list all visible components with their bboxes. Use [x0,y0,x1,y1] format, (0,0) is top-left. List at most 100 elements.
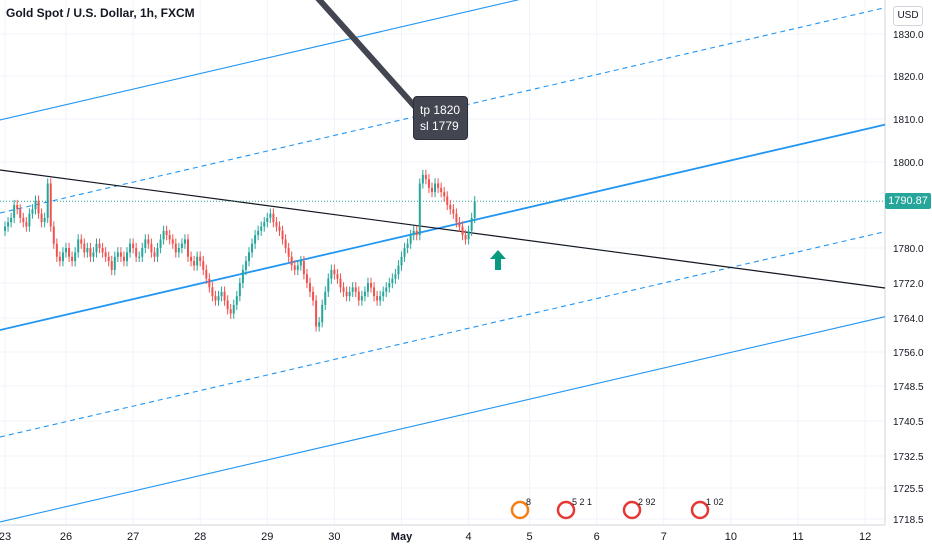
currency-button[interactable]: USD [893,6,923,26]
candle-body[interactable] [89,248,92,257]
candle-body[interactable] [248,252,250,262]
candle-body[interactable] [180,243,183,248]
candle-body[interactable] [183,239,186,244]
event-marker[interactable]: 1 02 [690,497,724,520]
candle-body[interactable] [101,248,104,253]
candle-body[interactable] [321,304,324,323]
candle-body[interactable] [287,248,290,257]
candle-body[interactable] [37,200,40,214]
candle-body[interactable] [373,287,376,297]
candle-body[interactable] [403,248,406,257]
candle-body[interactable] [449,205,452,210]
candle-body[interactable] [427,179,430,188]
candle-body[interactable] [116,252,119,257]
candle-body[interactable] [336,274,339,279]
candle-body[interactable] [211,287,214,297]
candle-body[interactable] [360,296,363,301]
candle-body[interactable] [296,265,299,270]
event-marker[interactable]: 8 [510,497,531,520]
candle-body[interactable] [34,200,37,210]
candle-body[interactable] [461,226,464,236]
candle-body[interactable] [122,256,125,262]
candle-body[interactable] [379,296,382,301]
candle-body[interactable] [409,235,412,244]
candle-body[interactable] [269,213,272,218]
candle-body[interactable] [351,287,354,292]
channel-line-middle[interactable] [0,123,886,331]
candle-body[interactable] [382,291,385,297]
channel-line-upper-outer[interactable] [0,0,885,121]
candle-body[interactable] [278,226,281,231]
candle-body[interactable] [68,248,71,257]
candle-body[interactable] [220,291,223,297]
candle-body[interactable] [135,248,138,257]
candle-body[interactable] [363,291,366,297]
candle-body[interactable] [357,291,360,301]
candle-body[interactable] [421,174,424,184]
candle-body[interactable] [397,265,400,275]
candle-body[interactable] [52,226,55,244]
candle-body[interactable] [153,252,156,257]
candle-body[interactable] [235,296,238,305]
trend-line[interactable] [0,169,886,289]
candle-body[interactable] [324,291,327,305]
candle-body[interactable] [65,248,67,253]
buy-arrow-icon[interactable] [490,250,506,270]
candle-body[interactable] [254,235,257,244]
candle-body[interactable] [104,252,107,257]
candle-body[interactable] [281,230,284,240]
candle-body[interactable] [452,209,455,214]
candle-body[interactable] [302,261,305,275]
candle-body[interactable] [241,269,244,283]
candle-body[interactable] [7,222,10,227]
event-marker[interactable]: 5 2 1 [556,497,592,520]
candle-body[interactable] [284,239,287,248]
candle-body[interactable] [315,300,318,327]
candle-body[interactable] [251,243,254,253]
candle-body[interactable] [394,274,397,279]
candle-body[interactable] [83,243,86,253]
candle-body[interactable] [260,226,263,231]
candle-body[interactable] [199,256,202,262]
candle-body[interactable] [376,296,379,301]
channel-line-lower-outer[interactable] [0,316,886,523]
candle-body[interactable] [202,261,205,270]
candle-body[interactable] [13,205,16,218]
candle-body[interactable] [71,256,74,262]
candle-body[interactable] [370,283,372,288]
candle-body[interactable] [74,252,77,262]
candle-body[interactable] [470,217,473,231]
event-marker[interactable]: 2 92 [622,497,656,520]
candle-body[interactable] [10,217,13,223]
candle-body[interactable] [345,291,348,297]
candle-body[interactable] [309,283,311,292]
event-icon[interactable] [622,500,642,520]
candle-body[interactable] [132,243,135,248]
candle-body[interactable] [437,183,440,188]
candle-body[interactable] [55,243,58,257]
candle-body[interactable] [473,201,476,218]
candle-body[interactable] [431,187,433,193]
candle-body[interactable] [232,304,235,314]
candle-body[interactable] [126,252,128,262]
candle-body[interactable] [4,226,6,231]
candle-body[interactable] [330,269,333,279]
candle-body[interactable] [299,261,302,266]
candle-body[interactable] [418,183,421,236]
candle-body[interactable] [214,296,217,301]
candle-body[interactable] [168,235,171,240]
candle-body[interactable] [385,287,388,292]
candle-body[interactable] [156,248,159,257]
candle-body[interactable] [406,243,409,248]
trade-note[interactable]: tp 1820 sl 1779 [413,96,468,140]
candle-body[interactable] [333,269,336,275]
candle-body[interactable] [77,239,80,253]
candle-body[interactable] [31,209,34,214]
candle-body[interactable] [318,322,321,327]
candle-body[interactable] [86,248,89,253]
candle-body[interactable] [150,243,153,253]
candle-body[interactable] [119,252,122,257]
candle-body[interactable] [229,309,232,314]
